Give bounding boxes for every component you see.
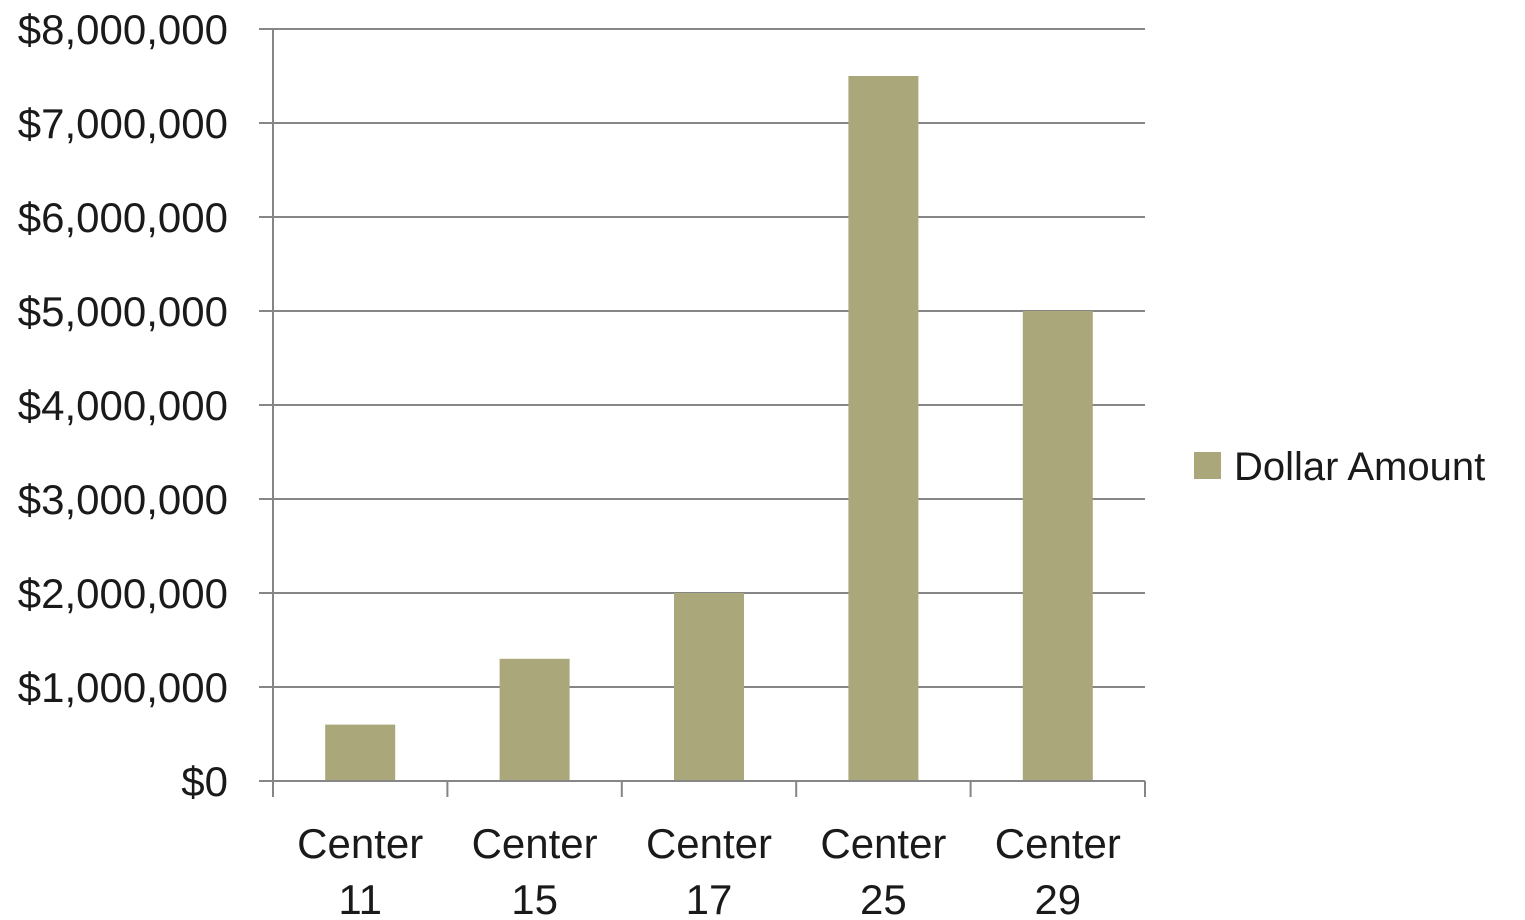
x-tick-label: Center 29 [995,820,1121,920]
legend-label: Dollar Amount [1234,445,1485,489]
x-tick-label: Center 11 [297,820,423,920]
x-tick-label: Center 17 [646,820,772,920]
bar [325,724,396,781]
bar [674,593,744,781]
y-tick-label: $0 [181,758,228,805]
bars [325,76,1093,781]
y-tick-label: $7,000,000 [18,100,228,147]
y-tick-label: $5,000,000 [18,288,228,335]
bar [499,658,570,781]
y-tick-label: $3,000,000 [18,476,228,523]
x-tick-label: Center 25 [820,820,946,920]
bar [1022,311,1093,781]
y-tick-label: $2,000,000 [18,570,228,617]
bar [848,76,919,781]
y-tick-label: $6,000,000 [18,194,228,241]
legend: Dollar Amount [1194,445,1485,489]
x-tick-label: Center 15 [472,820,598,920]
x-axis [272,29,1146,797]
y-tick-label: $1,000,000 [18,664,228,711]
legend-swatch [1194,452,1221,479]
y-axis-tick-labels: $0 $1,000,000 $2,000,000 $3,000,000 $4,000,0… [18,6,228,805]
y-tick-label: $8,000,000 [18,6,228,53]
gridlines [259,28,1145,782]
y-tick-label: $4,000,000 [18,382,228,429]
x-axis-tick-labels: Center 11 Center 15 Center 17 Center 25 Center 29 [297,820,1121,920]
